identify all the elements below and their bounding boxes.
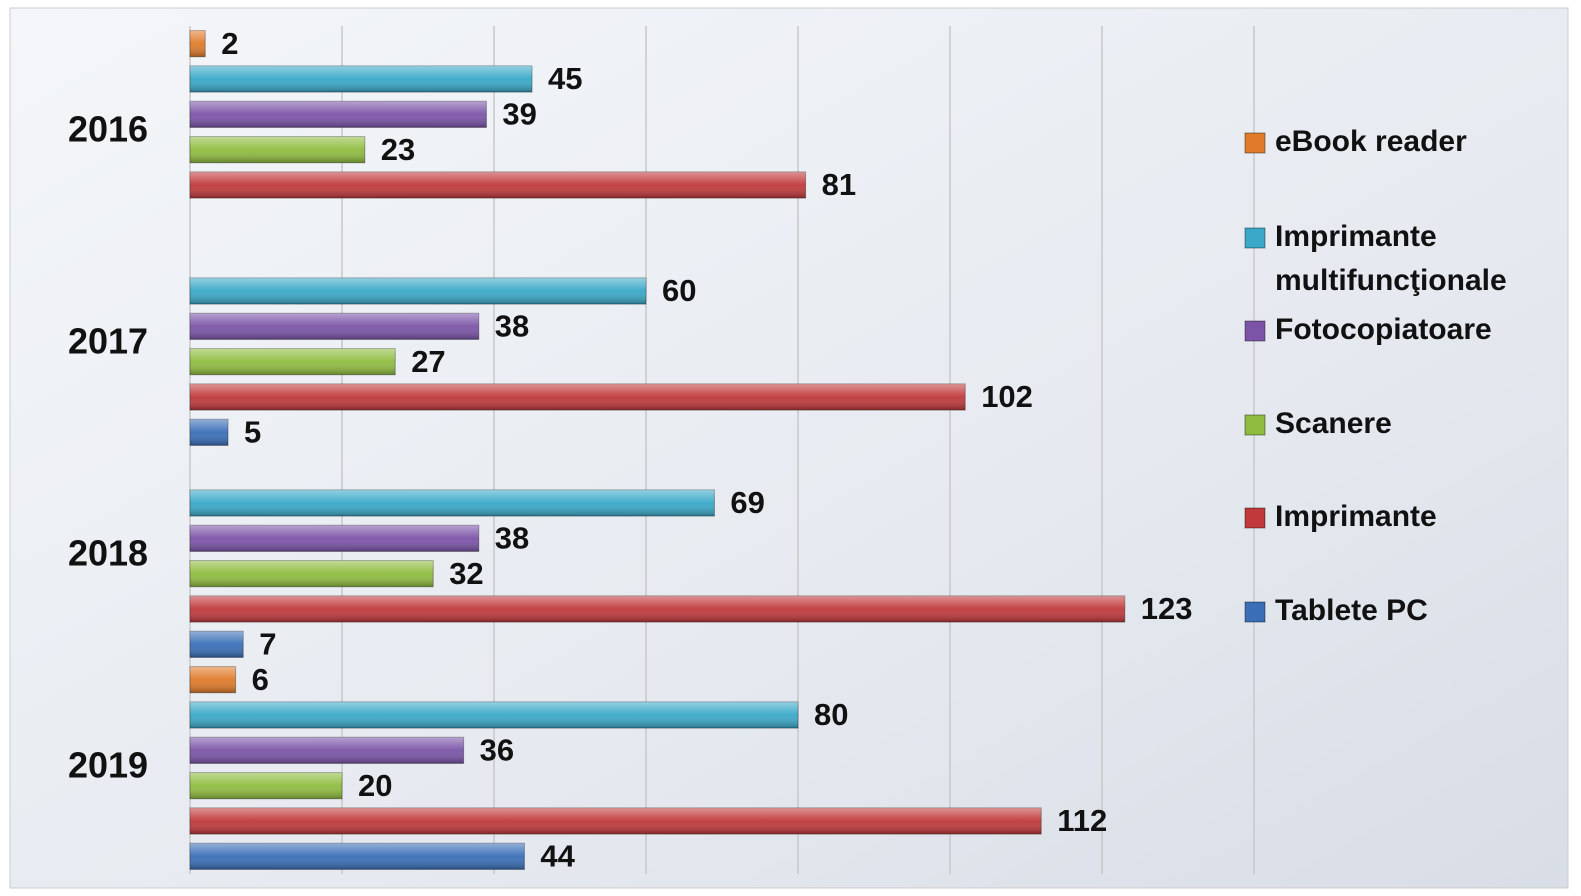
data-label: 32 xyxy=(449,556,483,591)
legend-label: Scanere xyxy=(1275,407,1392,440)
legend-swatch xyxy=(1244,601,1266,623)
bar-shine xyxy=(190,631,244,658)
bar-shine xyxy=(190,807,1042,835)
legend-label: Imprimante multifuncţionale xyxy=(1275,220,1507,297)
data-label: 102 xyxy=(981,379,1033,414)
data-label: 7 xyxy=(259,627,276,662)
data-label: 112 xyxy=(1057,803,1107,838)
bar-shine xyxy=(190,277,646,305)
bar-shine xyxy=(190,525,479,552)
legend-label: Tablete PC xyxy=(1275,594,1428,627)
legend-swatch xyxy=(1244,414,1266,436)
data-label: 39 xyxy=(502,97,536,132)
bar-shine xyxy=(190,737,464,764)
bar-shine xyxy=(190,560,434,587)
category-label: 2016 xyxy=(68,109,148,150)
data-label: 5 xyxy=(244,415,261,450)
data-label: 69 xyxy=(730,485,764,520)
category-label: 2018 xyxy=(68,533,148,574)
legend-swatch xyxy=(1244,507,1266,529)
data-label: 23 xyxy=(381,132,415,167)
bar-shine xyxy=(190,595,1125,623)
legend-label-line: Imprimante xyxy=(1275,220,1437,253)
bar-shine xyxy=(190,772,342,799)
data-label: 6 xyxy=(252,662,269,697)
bar-shine xyxy=(190,419,228,446)
data-label: 80 xyxy=(814,697,848,732)
data-label: 45 xyxy=(548,61,582,96)
data-label: 81 xyxy=(822,167,856,202)
data-label: 36 xyxy=(480,733,514,768)
bar-shine xyxy=(190,101,487,128)
legend-label: Fotocopiatoare xyxy=(1275,313,1492,346)
bar-shine xyxy=(190,171,806,199)
category-label: 2019 xyxy=(68,745,148,786)
data-label: 2 xyxy=(221,26,238,61)
bar-shine xyxy=(190,30,206,57)
category-label: 2017 xyxy=(68,321,148,362)
data-label: 60 xyxy=(662,273,696,308)
legend-label-line: multifuncţionale xyxy=(1275,264,1507,297)
bar-shine xyxy=(190,666,236,693)
data-label: 20 xyxy=(358,768,392,803)
bar-shine xyxy=(190,136,365,163)
data-label: 44 xyxy=(540,839,575,874)
bar-shine xyxy=(190,489,715,517)
legend-label: Imprimante xyxy=(1275,500,1437,533)
data-label: 123 xyxy=(1141,591,1193,626)
data-label: 38 xyxy=(495,521,529,556)
legend-label: eBook reader xyxy=(1275,125,1467,158)
bar-shine xyxy=(190,313,479,340)
bar-shine xyxy=(190,348,396,375)
data-label: 38 xyxy=(495,309,529,344)
bar-shine xyxy=(190,701,798,729)
bar-shine xyxy=(190,383,966,411)
data-label: 27 xyxy=(411,344,445,379)
legend-swatch xyxy=(1244,132,1266,154)
bar-shine xyxy=(190,65,532,93)
legend-swatch xyxy=(1244,227,1266,249)
legend-swatch xyxy=(1244,320,1266,342)
bar-shine xyxy=(190,843,525,870)
